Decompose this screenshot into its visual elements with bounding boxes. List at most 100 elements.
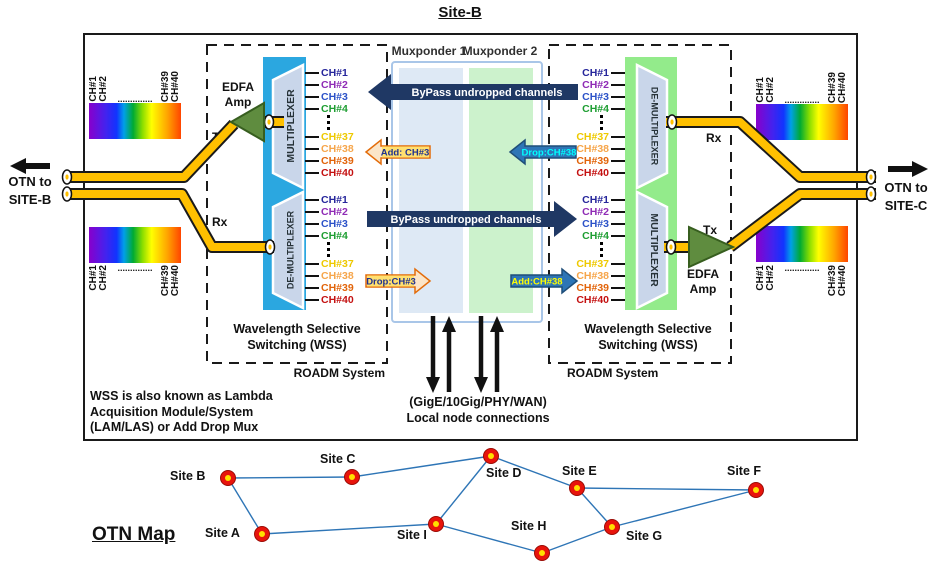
channel-tick [305,198,319,202]
wss-caption-left: Wavelength Selective Switching (WSS) [212,321,382,353]
channel-row: CH#39 [567,155,625,167]
channel-row: CH#38 [567,143,625,155]
wss-bar-right [625,57,677,310]
spectrum-bar [89,227,181,263]
wss-caption-left-line1: Wavelength Selective [233,322,361,336]
site-label-g: Site G [626,529,663,543]
otn-left-line2: SITE-B [8,192,52,207]
channel-label: CH#38 [321,142,354,155]
spectrum-ch40: CH#40 [837,71,848,103]
channel-row: CH#4 [305,103,363,115]
local-node-line2: Local node connections [406,411,550,425]
otn-left-label: OTN to SITE-B [0,173,60,209]
site-label-f: Site F [727,464,762,478]
site-node-f [748,482,764,498]
rx-label-left: Rx [212,215,228,229]
wss-caption-left-line2: Switching (WSS) [247,338,347,352]
channel-label: CH#40 [576,166,609,179]
channel-row: CH#4 [567,230,625,242]
spectrum-ch40: CH#40 [170,265,181,297]
channel-tick [611,107,625,111]
channel-tick [305,95,319,99]
spectrum-ch2: CH#2 [98,265,109,291]
channel-tick [611,159,625,163]
channel-ellipsis [600,242,603,258]
channel-row: CH#38 [567,270,625,282]
muxponder-1-column [399,68,463,313]
channel-tick [611,262,625,266]
channel-row: CH#3 [567,91,625,103]
channel-label: CH#40 [321,166,354,179]
muxponder-2-header: Muxponder 2 [462,44,538,58]
channel-row: CH#37 [567,258,625,270]
channel-label: CH#1 [582,66,609,79]
channel-label: CH#37 [576,130,609,143]
spectrum-ellipsis: .............. [784,265,820,271]
muxponder-2-column [469,68,533,313]
channel-label: CH#37 [576,257,609,270]
left-mux-channel-list: CH#1 CH#2 CH#3 CH#4 CH#37 CH#38 CH#39 CH… [305,67,363,179]
channel-label: CH#3 [321,90,348,103]
channel-tick [305,210,319,214]
otn-right-label: OTN to SITE-C [876,179,936,215]
channel-label: CH#2 [321,78,348,91]
channel-tick [305,262,319,266]
wss-note-line3: (LAM/LAS) or Add Drop Mux [90,420,259,434]
site-node-a [254,526,270,542]
channel-row: CH#39 [567,282,625,294]
channel-row: CH#3 [305,218,363,230]
channel-row: CH#4 [305,230,363,242]
otn-left-line1: OTN to [8,174,52,189]
site-node-i [428,516,444,532]
channel-tick [305,147,319,151]
site-label-i: Site I [397,528,427,542]
channel-tick [611,83,625,87]
site-node-b [220,470,236,486]
channel-label: CH#2 [582,205,609,218]
channel-row: CH#37 [567,131,625,143]
channel-label: CH#4 [321,229,348,242]
wss-caption-right-line2: Switching (WSS) [598,338,698,352]
channel-label: CH#1 [321,66,348,79]
otn-left-arrow-icon [10,158,50,174]
channel-label: CH#39 [576,154,609,167]
spectrum-ch40: CH#40 [170,70,181,102]
channel-tick [305,83,319,87]
channel-row: CH#1 [567,67,625,79]
wss-caption-right: Wavelength Selective Switching (WSS) [563,321,733,353]
channel-row: CH#39 [305,282,363,294]
channel-label: CH#39 [576,281,609,294]
channel-label: CH#38 [576,142,609,155]
tx-label-right: Tx [703,223,718,237]
wss-note-line1: WSS is also known as Lambda [90,389,273,403]
site-node-d [483,448,499,464]
spectrum-bar [89,103,181,139]
channel-tick [611,274,625,278]
channel-row: CH#2 [305,79,363,91]
channel-tick [305,274,319,278]
channel-label: CH#37 [321,130,354,143]
edfa-label-right: EDFA [686,267,719,281]
site-node-e [569,480,585,496]
spectrum-labels-left-bottom: CH#1 CH#2 .............. CH#39 CH#40 [88,265,181,311]
channel-row: CH#39 [305,155,363,167]
site-node-h [534,545,550,561]
spectrum-ch2: CH#2 [765,265,776,291]
channel-label: CH#39 [321,281,354,294]
channel-row: CH#37 [305,258,363,270]
channel-tick [305,286,319,290]
channel-label: CH#2 [582,78,609,91]
spectrum-labels-right-bottom: CH#1 CH#2 .............. CH#39 CH#40 [755,265,848,311]
channel-tick [611,71,625,75]
channel-label: CH#40 [576,293,609,306]
channel-label: CH#3 [582,217,609,230]
site-label-e: Site E [562,464,597,478]
channel-tick [611,95,625,99]
channel-tick [611,171,625,175]
spectrum-ch2: CH#2 [98,76,109,102]
otn-right-line1: OTN to [884,180,928,195]
right-mux-channel-list: CH#1 CH#2 CH#3 CH#4 CH#37 CH#38 CH#39 CH… [567,194,625,306]
channel-label: CH#4 [582,102,609,115]
channel-tick [611,147,625,151]
